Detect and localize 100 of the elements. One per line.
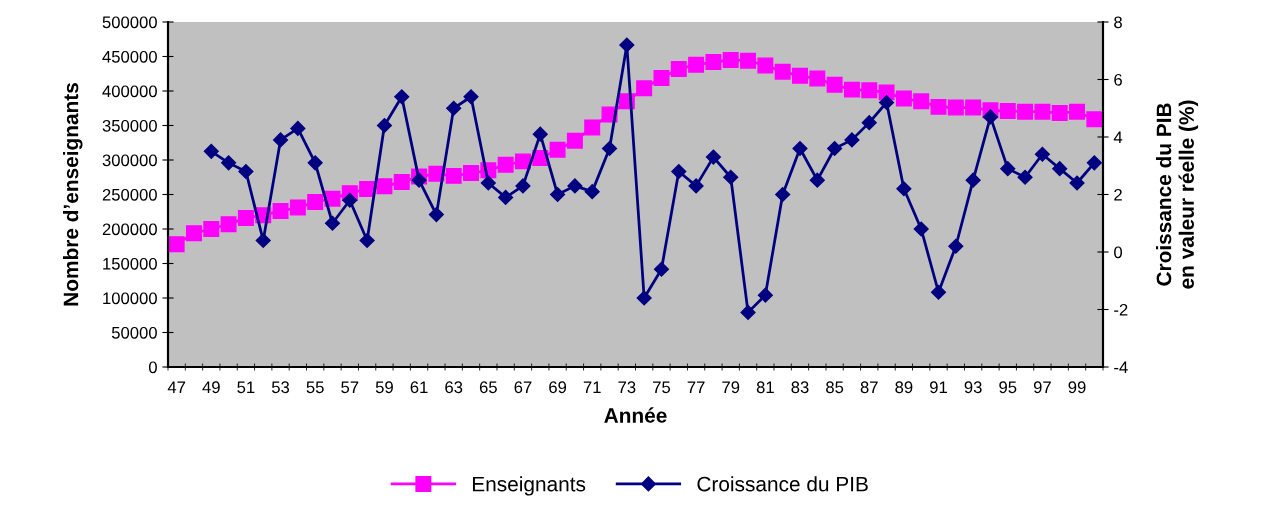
point [463,89,479,105]
point [843,81,860,98]
point [550,186,566,203]
point [826,76,843,93]
point [359,180,376,197]
x-tick-label: 81 [756,381,774,394]
point [1051,105,1068,122]
point [498,189,514,205]
point [566,132,583,149]
point [515,178,531,194]
point [359,232,375,249]
x-tick-label: 97 [1033,381,1051,394]
point [445,167,462,184]
y2-tick-label: 6 [1114,73,1122,86]
point [272,132,289,148]
point [757,287,773,303]
point [1034,103,1051,120]
point [584,119,601,136]
point [1086,111,1103,128]
point [1086,155,1102,171]
point [220,216,237,233]
point [1017,103,1034,120]
point [947,99,964,116]
y-tick-label: 50000 [111,326,157,339]
point [584,184,600,200]
y2-tick-label: -2 [1114,303,1128,316]
point [671,163,687,180]
point [446,100,462,116]
x-tick-label: 77 [687,381,705,393]
x-tick-label: 83 [791,381,809,394]
point [237,209,254,226]
y-tick-label: 100000 [103,292,157,305]
point [688,56,705,73]
x-tick-label: 59 [375,381,393,394]
x-tick-label: 79 [722,381,740,394]
x-tick-label: 71 [583,381,601,393]
x-tick-label: 95 [999,381,1017,394]
point [722,51,739,68]
point [376,178,393,195]
y2-tick-label: 4 [1113,131,1123,144]
y2-tick-label: 0 [1114,246,1123,259]
x-tick-label: 49 [202,381,220,394]
y2-tick-label: 2 [1114,188,1122,201]
x-tick-label: 73 [618,381,636,394]
x-tick-label: 93 [964,381,982,394]
point [740,52,757,69]
point [221,155,237,171]
point [185,225,202,242]
point [948,238,964,254]
point [203,143,219,159]
y-tick-label: 400000 [102,85,157,98]
x-tick-label: 87 [860,381,878,394]
y-tick-label: 350000 [102,119,157,132]
point [775,186,791,203]
point [965,172,981,188]
point [930,284,947,300]
y-tick-label: 500000 [102,16,157,29]
point [895,90,912,107]
point [723,169,739,185]
point [1000,161,1016,177]
x-tick-label: 69 [549,381,567,394]
point [307,194,324,211]
point [861,82,878,99]
point [428,207,444,223]
x-axis-title: Année [604,407,667,423]
x-tick-label: 75 [653,381,671,394]
point [965,99,982,116]
point [342,192,358,208]
point [913,221,929,237]
x-tick-label: 85 [826,381,844,394]
y-tick-label: 0 [148,361,157,374]
point [913,93,930,110]
y-tick-label: 250000 [102,188,157,201]
y2-axis-title: Croissance du PIB en valeur réelle (%) [1156,100,1199,289]
point [999,103,1016,119]
point [497,156,514,173]
point [255,232,271,249]
point [549,141,566,158]
point [1034,146,1050,162]
point [376,117,393,134]
point [861,115,877,131]
point [411,172,427,188]
point [878,94,895,111]
point [307,155,323,171]
legend-label: Enseignants [472,476,586,496]
x-tick-label: 51 [237,381,255,394]
y-tick-label: 300000 [102,154,157,167]
x-tick-label: 99 [1068,381,1086,394]
point [1069,103,1086,120]
point [896,181,912,197]
x-tick-label: 61 [410,381,428,394]
point [982,109,999,125]
point [930,98,947,115]
point [480,175,496,191]
point [827,140,843,157]
x-tick-label: 67 [514,381,532,394]
point [272,203,289,220]
x-tick-label: 47 [167,381,186,393]
point [203,221,220,237]
x-tick-label: 63 [445,381,463,394]
